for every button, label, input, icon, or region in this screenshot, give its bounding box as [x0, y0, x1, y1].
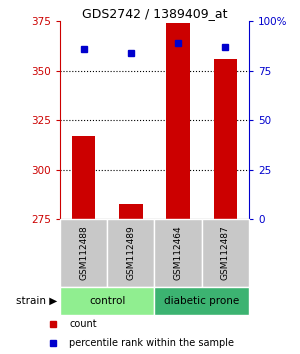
Bar: [202, 219, 249, 287]
Bar: [60, 219, 107, 287]
Bar: [214, 59, 237, 219]
Bar: [154, 219, 202, 287]
Bar: [119, 204, 143, 219]
Text: control: control: [89, 296, 125, 306]
Bar: [107, 219, 154, 287]
Text: diabetic prone: diabetic prone: [164, 296, 239, 306]
Text: GSM112489: GSM112489: [126, 226, 135, 280]
Bar: [72, 136, 95, 219]
Text: percentile rank within the sample: percentile rank within the sample: [69, 338, 234, 348]
Text: GSM112464: GSM112464: [174, 226, 183, 280]
Bar: [166, 23, 190, 219]
Title: GDS2742 / 1389409_at: GDS2742 / 1389409_at: [82, 7, 227, 20]
Text: strain ▶: strain ▶: [16, 296, 57, 306]
Text: GSM112487: GSM112487: [221, 226, 230, 280]
Text: count: count: [69, 319, 97, 329]
Bar: [154, 287, 249, 315]
Text: GSM112488: GSM112488: [79, 226, 88, 280]
Bar: [60, 287, 154, 315]
